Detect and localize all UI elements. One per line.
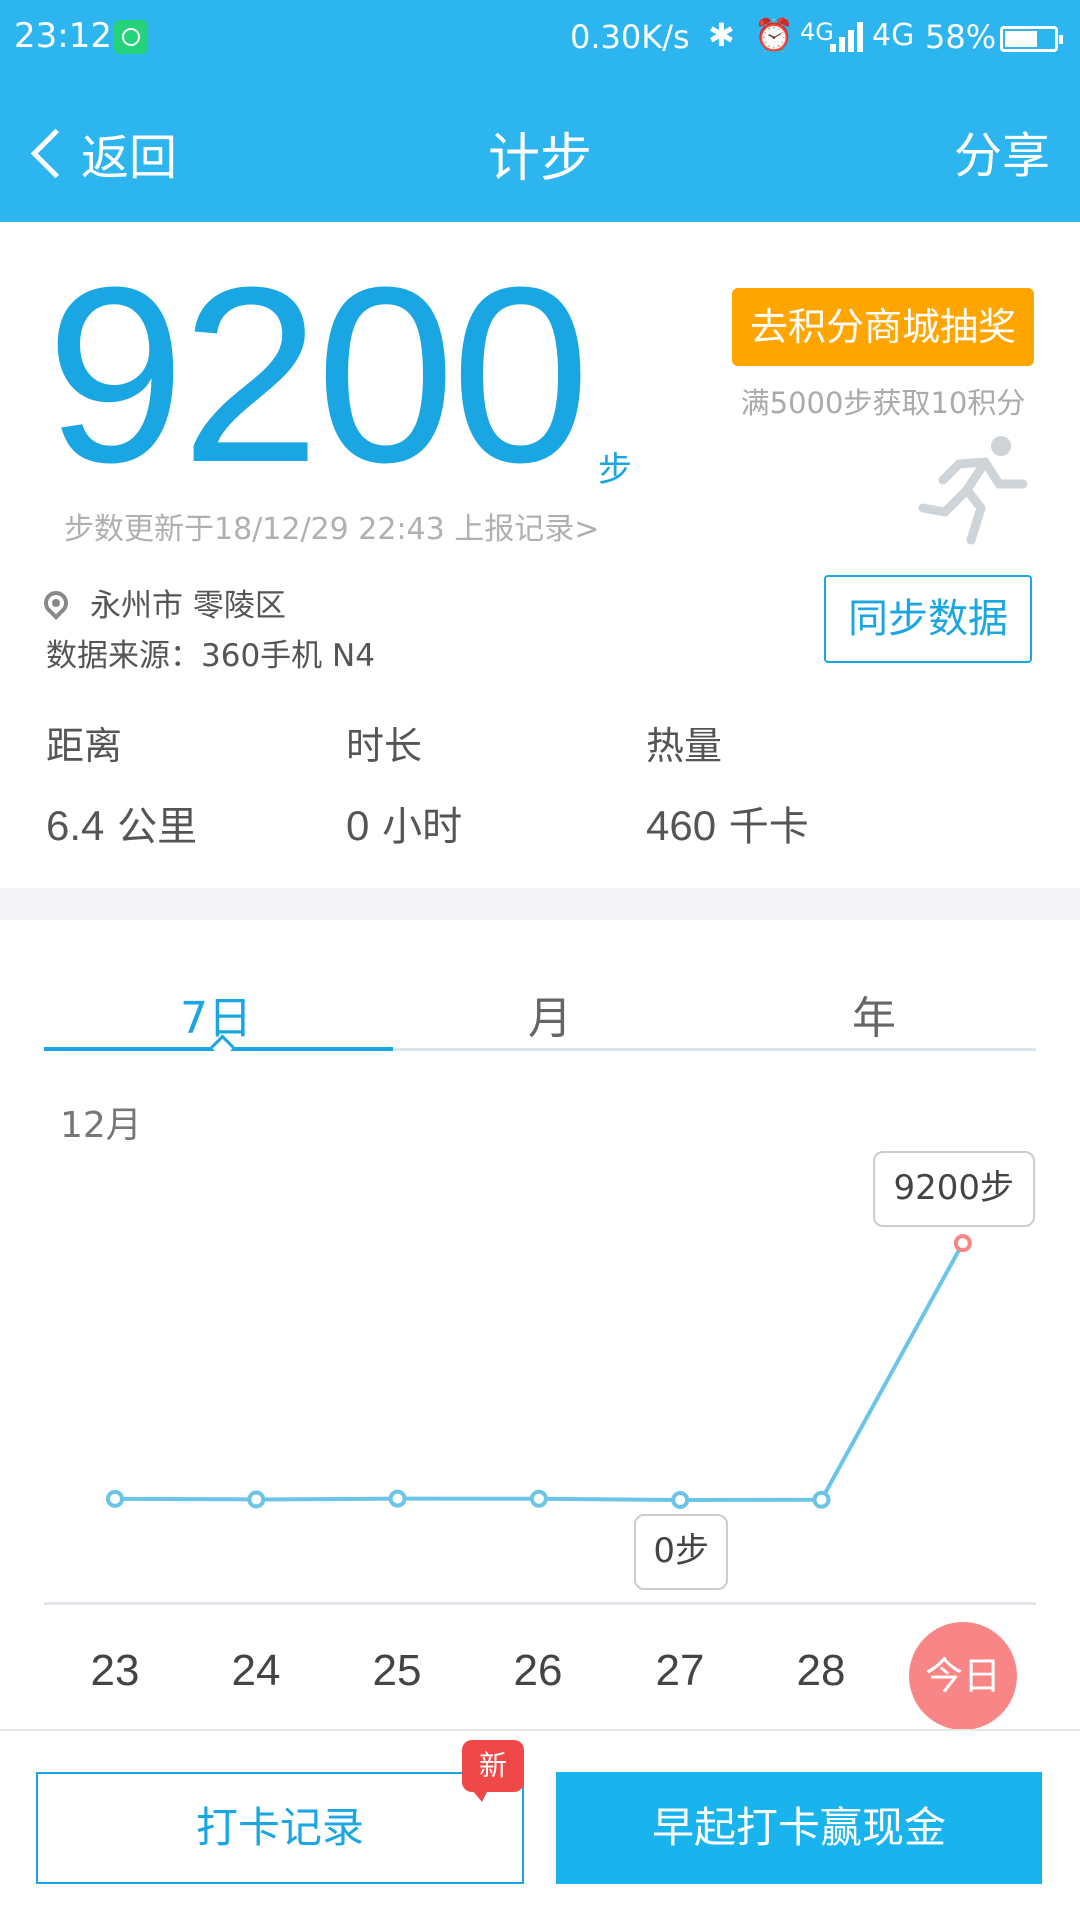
section-divider: [0, 888, 1080, 920]
stat-distance: 距离 6.4 公里: [46, 715, 197, 852]
chart-baseline: [44, 1602, 1036, 1605]
series-line: [114, 1242, 965, 1503]
x-label[interactable]: 27: [655, 1646, 705, 1695]
x-label[interactable]: 24: [231, 1646, 281, 1695]
stat-label: 热量: [646, 724, 723, 768]
data-point[interactable]: [671, 1491, 690, 1509]
hotspot-icon: [114, 20, 148, 54]
points-mall-lottery-button[interactable]: 去积分商城抽奖: [732, 288, 1034, 366]
location-text: 永州市 零陵区: [90, 588, 286, 624]
stat-unit: 小时: [382, 804, 463, 850]
location-pin-icon: [39, 585, 73, 620]
stat-label: 距离: [46, 724, 123, 768]
stat-duration: 时长 0 小时: [346, 715, 462, 852]
chart-month-label: 12月: [60, 1105, 142, 1146]
runner-icon: [918, 436, 1028, 545]
stat-value: 460: [646, 802, 717, 849]
data-point[interactable]: [812, 1490, 831, 1509]
tab-year[interactable]: 年: [852, 993, 896, 1044]
data-source: 数据来源：360手机 N4: [46, 638, 375, 674]
stat-label: 时长: [346, 724, 423, 768]
x-label[interactable]: 23: [90, 1646, 140, 1695]
battery-percent: 58%: [925, 18, 997, 56]
battery-icon: [1000, 26, 1063, 52]
status-time: 23:12: [14, 16, 112, 56]
tab-7-days[interactable]: 7日: [180, 993, 252, 1044]
stat-unit: 千卡: [728, 804, 809, 850]
data-point[interactable]: [529, 1489, 548, 1508]
status-bar: 23:12 0.30K/s ✱ ⏰ 4G 4G 58%: [0, 0, 1080, 78]
data-point[interactable]: [388, 1489, 407, 1508]
max-value-callout: 9200步: [872, 1151, 1035, 1228]
bottom-divider: [0, 1729, 1080, 1731]
sync-data-button[interactable]: 同步数据: [824, 575, 1032, 663]
step-count: 9200: [46, 235, 590, 514]
x-label-today[interactable]: 今日: [909, 1622, 1017, 1730]
tab-underline: [44, 1048, 1036, 1051]
share-button[interactable]: 分享: [953, 128, 1050, 184]
x-label[interactable]: 26: [513, 1646, 563, 1695]
x-label[interactable]: 25: [372, 1646, 422, 1695]
min-value-callout: 0步: [634, 1514, 729, 1590]
points-hint: 满5000步获取10积分: [740, 386, 1026, 420]
location: 永州市 零陵区: [39, 580, 286, 625]
early-checkin-button[interactable]: 早起打卡赢现金: [556, 1772, 1042, 1884]
alarm-icon: ⏰: [754, 16, 794, 54]
network-speed: 0.30K/s: [570, 18, 690, 56]
tab-month[interactable]: 月: [528, 993, 572, 1044]
data-point[interactable]: [247, 1490, 266, 1509]
signal-4g-small: 4G: [800, 18, 834, 46]
network-type: 4G: [872, 18, 915, 53]
back-button[interactable]: 返回: [24, 118, 177, 188]
data-point[interactable]: [106, 1489, 124, 1508]
update-record-link[interactable]: 步数更新于18/12/29 22:43 上报记录>: [64, 512, 600, 547]
back-label: 返回: [81, 130, 178, 186]
stat-unit: 公里: [117, 804, 198, 850]
stat-value: 0: [346, 802, 370, 849]
bluetooth-icon: ✱: [708, 16, 735, 54]
signal-bars-icon: [830, 20, 866, 52]
checkin-record-button[interactable]: 打卡记录: [36, 1772, 524, 1884]
steps-line-chart: [106, 1234, 972, 1509]
new-badge: 新: [462, 1740, 524, 1802]
data-point[interactable]: [953, 1234, 972, 1253]
x-label[interactable]: 28: [796, 1646, 846, 1695]
nav-bar: 返回 计步 分享: [0, 78, 1080, 222]
step-unit: 步: [598, 450, 632, 490]
stat-calories: 热量 460 千卡: [646, 715, 809, 852]
stat-value: 6.4: [46, 802, 105, 849]
page-title: 计步: [487, 129, 592, 189]
